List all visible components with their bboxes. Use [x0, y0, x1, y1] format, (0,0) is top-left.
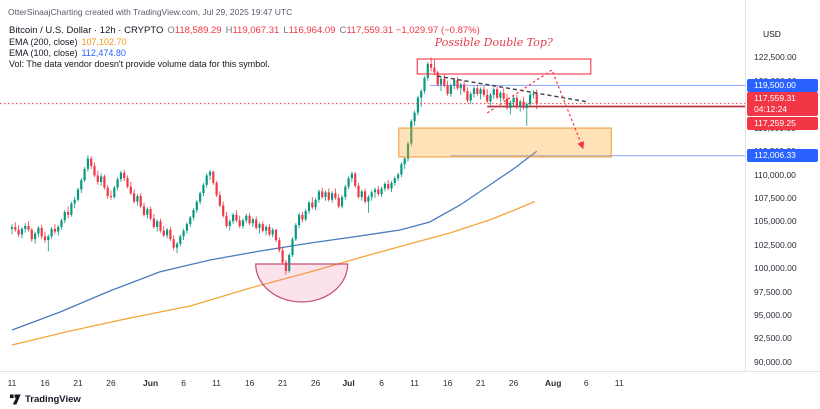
- watermark: OtterSinaajCharting created with Trading…: [8, 7, 293, 17]
- time-tick-label: 16: [244, 378, 255, 388]
- time-tick-label: 26: [310, 378, 321, 388]
- close-value: 117,559.31: [346, 25, 394, 36]
- symbol-title[interactable]: Bitcoin / U.S. Dollar · 12h · CRYPTO: [9, 25, 164, 36]
- time-tick-label: 16: [40, 378, 50, 388]
- tradingview-logo-text: TradingView: [25, 394, 81, 405]
- time-tick-label: 6: [181, 378, 186, 388]
- tradingview-logo[interactable]: TradingView: [10, 394, 81, 405]
- support-price-label[interactable]: 112,006.33: [747, 148, 818, 163]
- time-tick-label: 6: [379, 378, 384, 388]
- low-value: 116,964.09: [288, 25, 336, 36]
- high-label: H: [225, 25, 233, 36]
- time-tick-label: 6: [583, 378, 589, 388]
- double-top-annotation-text[interactable]: Possible Double Top?: [434, 36, 553, 49]
- price-tick-label: 110,000.00: [754, 169, 796, 180]
- close-label: C: [339, 25, 347, 36]
- time-tick-label: 11: [410, 378, 420, 388]
- time-tick-label: 21: [73, 378, 83, 388]
- time-tick-label: 11: [7, 378, 17, 388]
- ema200-legend-value: 107,102.70: [81, 37, 127, 47]
- ema100-legend-value: 112,474.80: [81, 48, 126, 58]
- ema200-legend-label[interactable]: EMA (200, close): [9, 37, 78, 47]
- volume-note: Vol: The data vendor doesn't provide vol…: [9, 59, 270, 69]
- double-top-box[interactable]: [416, 58, 592, 75]
- high-value: 119,067.31: [232, 25, 280, 36]
- time-tick-label: 16: [442, 378, 453, 388]
- time-tick-label: 26: [508, 378, 519, 388]
- currency-label[interactable]: USD: [763, 29, 781, 39]
- projection-arrow[interactable]: [486, 69, 585, 150]
- time-tick-label: Jul: [342, 378, 355, 388]
- time-tick-label: Jun: [143, 378, 159, 388]
- rounded-bottom[interactable]: [255, 263, 349, 303]
- price-tick-label: 92,500.00: [754, 333, 792, 344]
- time-tick-label: 26: [106, 378, 116, 388]
- open-value: 118,589.29: [174, 25, 222, 36]
- support-zone-box[interactable]: [398, 127, 612, 158]
- time-tick-label: 21: [475, 378, 486, 388]
- last-price-countdown-label[interactable]: 117,559.31 04:12:24: [747, 91, 818, 116]
- price-tick-label: 90,000.00: [754, 356, 792, 367]
- price-tick-label: 100,000.00: [754, 263, 797, 274]
- chart-canvas[interactable]: Possible Double Top?: [0, 0, 745, 371]
- time-axis[interactable]: 11 16 21 26 Jun 6 11 16 21 26 Jul 6 11 16 21 26 Aug 6 11 T…: [0, 371, 820, 409]
- price-tick-label: 102,500.00: [754, 239, 797, 250]
- ema100-line[interactable]: [11, 150, 538, 331]
- chart-legend: Bitcoin / U.S. Dollar · 12h · CRYPTO O118…: [9, 25, 480, 70]
- time-tick-label: 11: [212, 378, 222, 388]
- price-tick-label: 122,500.00: [754, 52, 797, 63]
- price-tick-label: 97,500.00: [754, 286, 792, 297]
- open-label: O: [167, 25, 175, 36]
- tradingview-logo-icon: [10, 394, 21, 405]
- red-line-price-label[interactable]: 117,259.25: [747, 116, 818, 131]
- price-tick-label: 95,000.00: [754, 310, 792, 321]
- time-tick-label: Aug: [544, 378, 562, 388]
- change-value: −1,029.97 (−0.87%): [395, 25, 480, 36]
- price-tick-label: 105,000.00: [754, 216, 797, 227]
- resistance-price-label[interactable]: 119,500.00: [747, 78, 818, 93]
- candles: [10, 57, 538, 275]
- price-axis[interactable]: USD 90,000.00 92,500.00 95,000.00 97,500.00…: [745, 0, 820, 371]
- low-label: L: [283, 25, 289, 36]
- price-tick-label: 107,500.00: [754, 192, 797, 203]
- ema100-legend-label[interactable]: EMA (100, close): [9, 48, 78, 58]
- time-tick-label: 11: [614, 378, 624, 388]
- time-tick-label: 21: [277, 378, 288, 388]
